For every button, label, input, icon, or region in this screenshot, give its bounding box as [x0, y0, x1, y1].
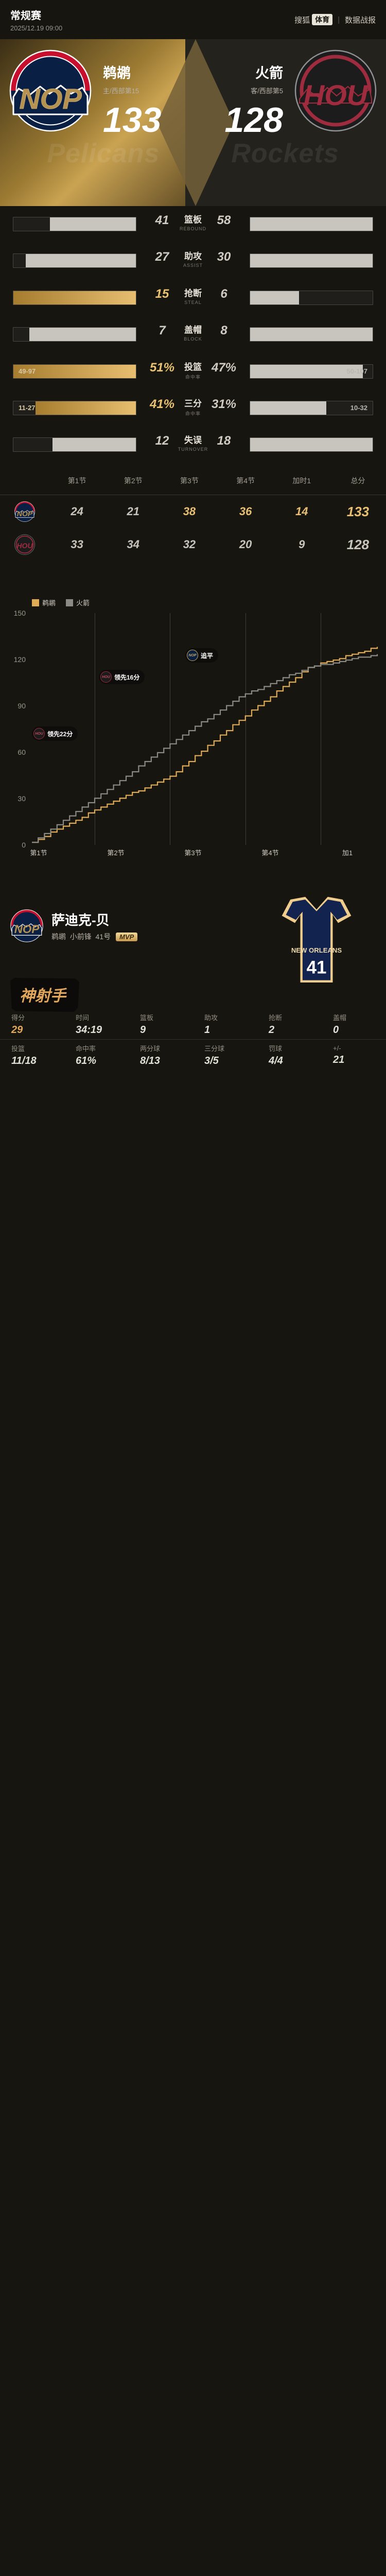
svg-text:NOP: NOP: [19, 82, 82, 115]
svg-text:HOU: HOU: [304, 79, 369, 111]
svg-text:HOU: HOU: [16, 541, 33, 550]
svg-text:NOP: NOP: [16, 510, 32, 518]
svg-text:41: 41: [307, 957, 327, 977]
svg-text:NOP: NOP: [14, 923, 40, 936]
svg-text:NEW ORLEANS: NEW ORLEANS: [291, 946, 342, 954]
